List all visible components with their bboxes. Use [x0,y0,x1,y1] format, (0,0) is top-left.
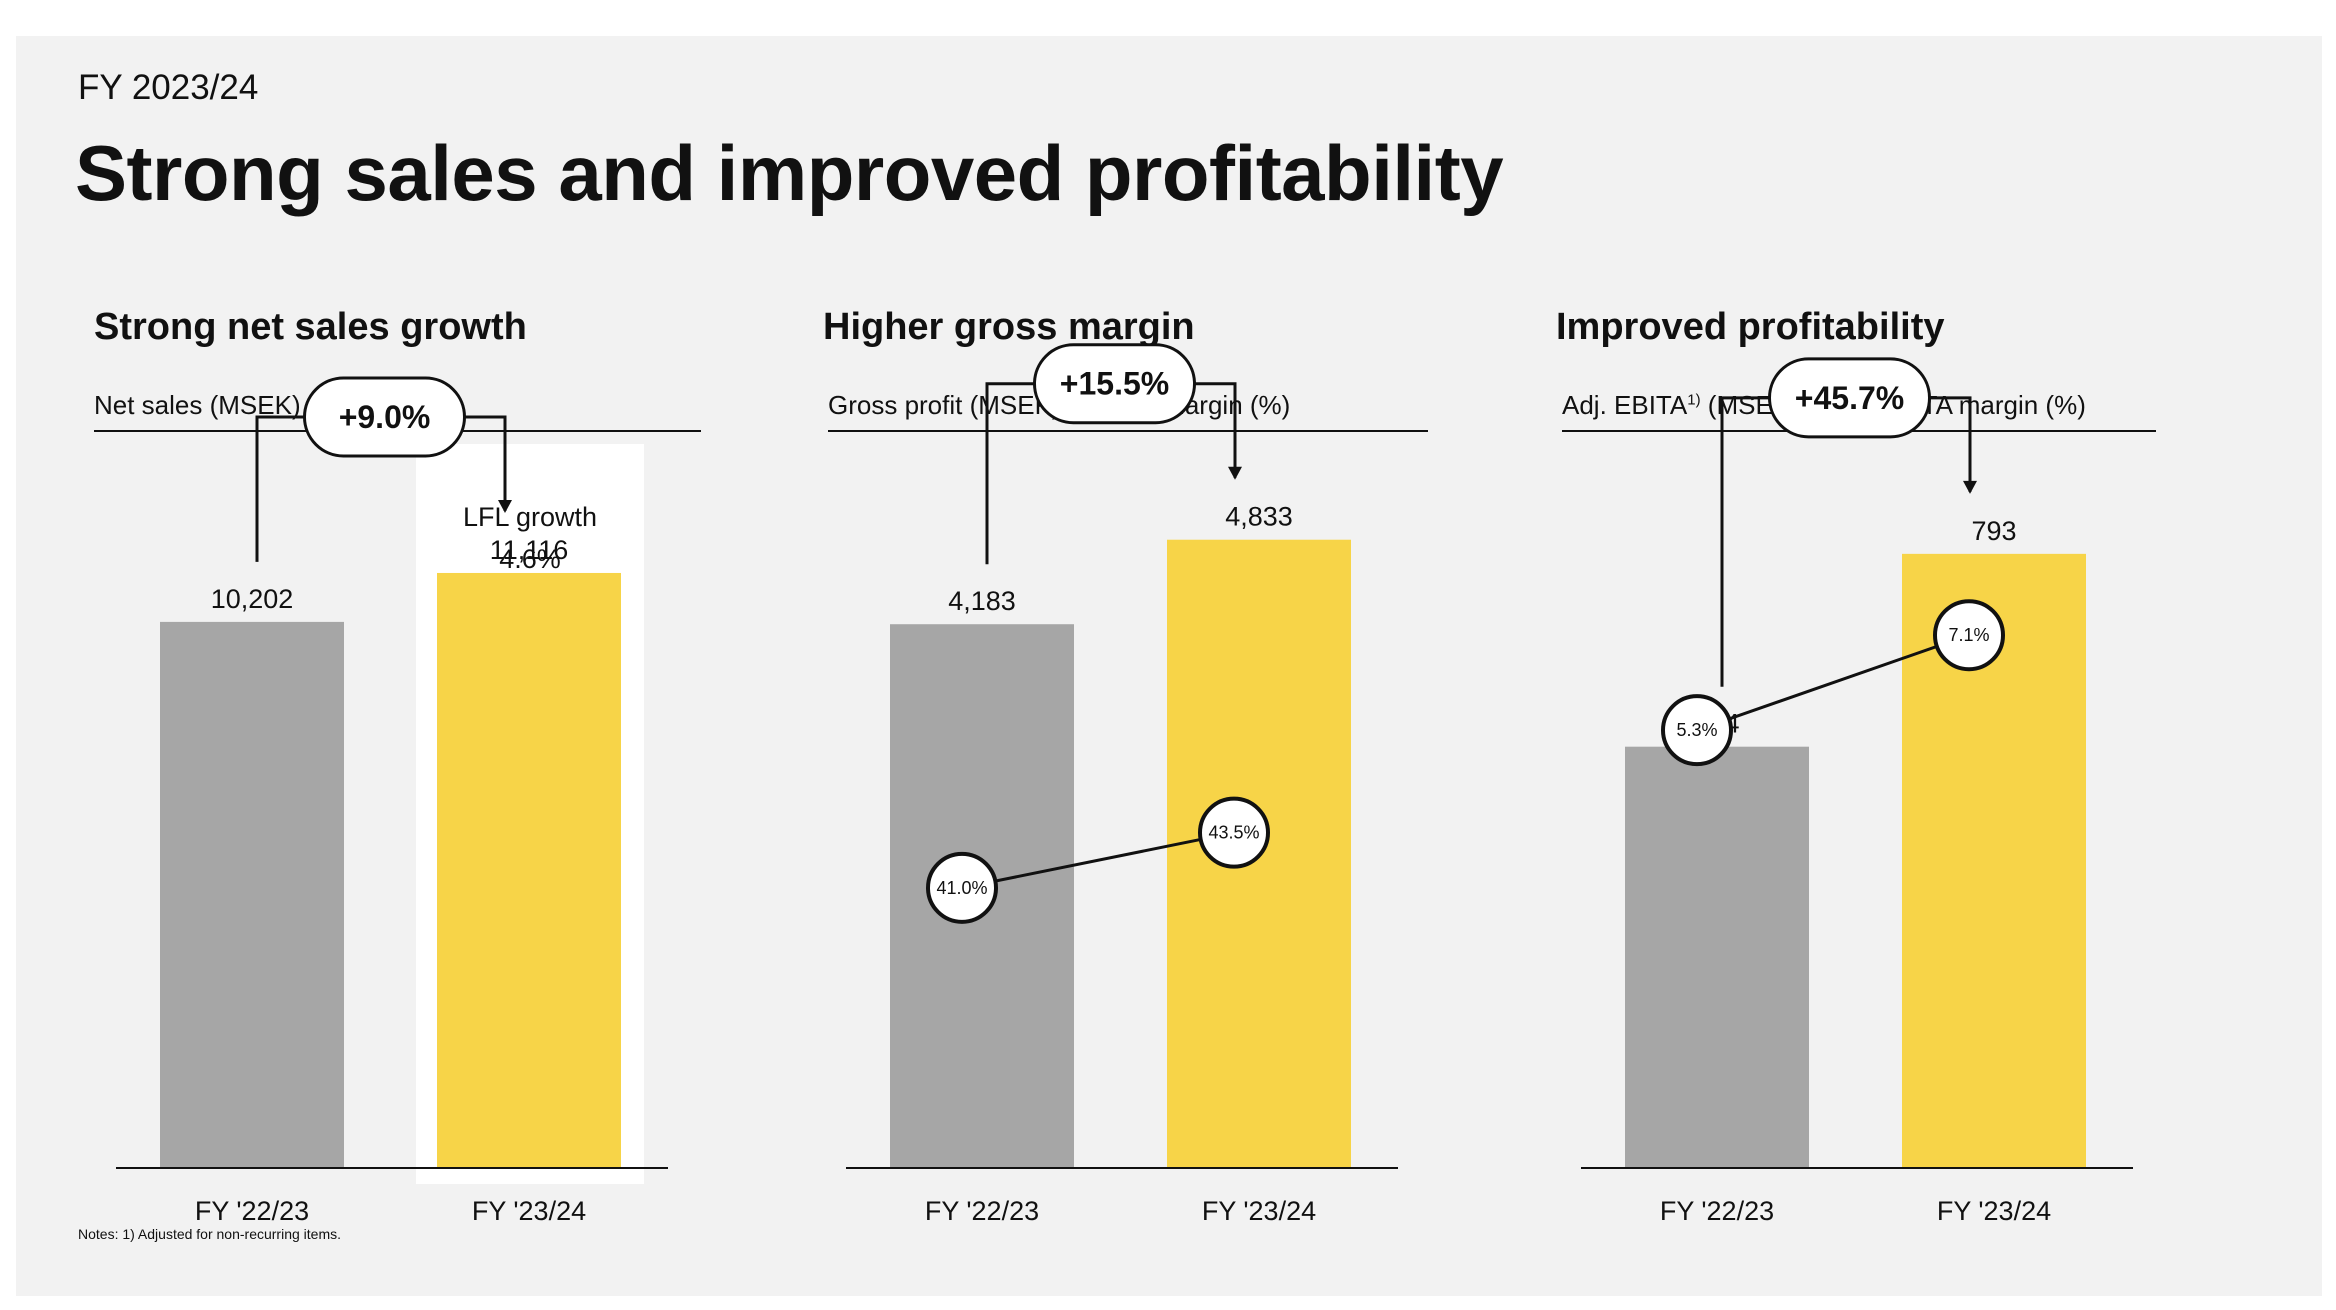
bar-value-label: 793 [1971,516,2016,546]
lfl-growth-value: 4.6% [499,544,561,574]
footnote: Notes: 1) Adjusted for non-recurring ite… [78,1226,342,1242]
growth-pill [1768,357,1931,439]
growth-arrowhead [498,499,512,513]
margin-value-label: 41.0% [936,878,987,898]
x-tick-label: FY '22/23 [1660,1196,1774,1226]
margin-line [1696,633,1970,732]
margin-marker [926,851,998,924]
x-tick-label: FY '23/24 [472,1196,586,1226]
panel-subtitle-net-sales: Net sales (MSEK) [94,390,301,420]
margin-marker [1198,796,1270,869]
bar-fy-22-23 [160,621,344,1168]
growth-change-label: +9.0% [339,399,431,435]
x-tick-label: FY '23/24 [1202,1196,1316,1226]
growth-change-label: +45.7% [1795,380,1904,416]
growth-arrowhead [1963,480,1977,494]
lfl-growth-label: LFL growth [463,502,597,532]
gross-margin-chart: 4,183 4,833 FY '22/23 FY '23/24 +15.5% 41.0% 4… [846,343,1398,1226]
margin-marker [1661,694,1733,767]
x-tick-label: FY '22/23 [195,1196,309,1226]
margin-marker [1933,599,2005,672]
bar-value-label: 11,116 [490,535,569,565]
panel-title-net-sales: Strong net sales growth [94,306,527,348]
period-label: FY 2023/24 [78,68,259,107]
net-sales-chart: LFL growth 4.6% 10,202 11,116 FY '22/23 FY '2… [116,376,668,1226]
growth-arrowhead [1228,466,1242,480]
panel-title-gross-margin: Higher gross margin [823,306,1195,348]
bar-value-label: 4,183 [948,586,1016,616]
margin-value-label: 43.5% [1208,823,1259,843]
bar-value-label: 4,833 [1225,502,1293,532]
page-title: Strong sales and improved profitability [75,129,1504,217]
growth-pill [1033,343,1196,425]
growth-change-label: +15.5% [1060,366,1169,402]
margin-value-label: 5.3% [1676,720,1717,740]
x-tick-label: FY '23/24 [1937,1196,2051,1226]
bar-fy-23-24 [437,572,621,1168]
x-tick-label: FY '22/23 [925,1196,1039,1226]
margin-value-label: 7.1% [1948,625,1989,645]
growth-pill [303,376,466,458]
bar-fy-22-23 [1625,746,1809,1168]
margin-line [961,831,1235,890]
footnote-marker: 1) [1687,391,1701,409]
bar-value-label: 10,202 [211,584,294,614]
subtitle-text: Adj. EBITA [1562,390,1688,420]
panel-title-profitability: Improved profitability [1556,306,1945,348]
panel-rule [828,430,1428,432]
